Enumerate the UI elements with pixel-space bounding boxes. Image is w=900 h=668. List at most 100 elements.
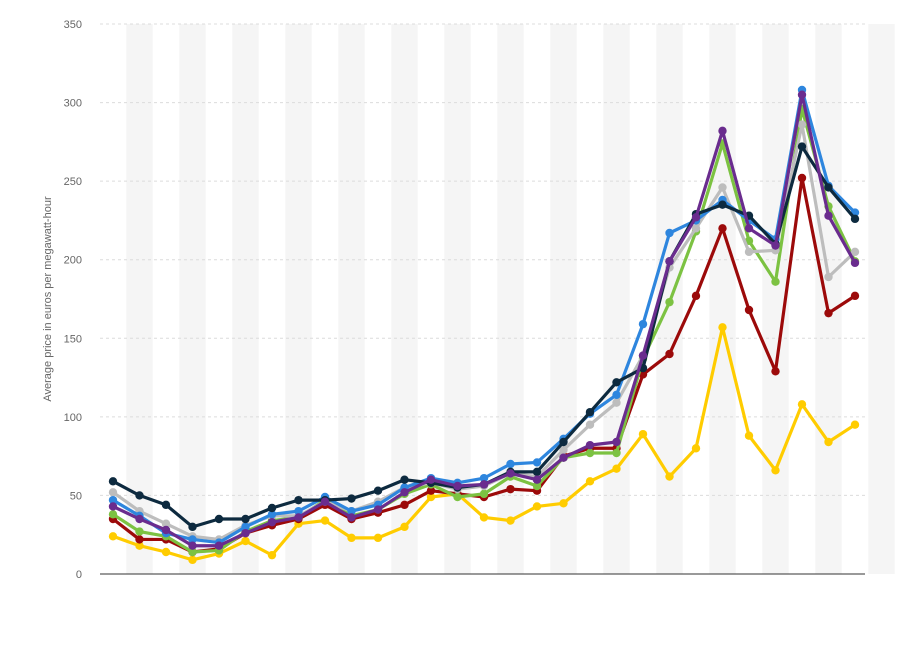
data-point[interactable] [135,541,144,550]
data-point[interactable] [479,489,489,499]
data-point[interactable] [108,502,118,511]
data-point[interactable] [612,398,621,407]
data-point[interactable] [479,473,489,483]
data-point[interactable] [214,541,224,550]
data-point[interactable] [241,522,250,532]
data-point[interactable] [108,477,118,486]
data-point[interactable] [532,458,542,467]
data-point[interactable] [479,513,489,522]
data-point[interactable] [718,323,727,332]
data-point[interactable] [267,550,277,560]
data-point[interactable] [188,555,197,565]
data-point[interactable] [824,272,833,282]
data-point[interactable] [188,522,197,532]
data-point[interactable] [373,486,383,495]
data-point[interactable] [241,528,250,538]
data-point[interactable] [718,200,727,209]
data-point[interactable] [426,486,436,495]
data-point[interactable] [824,308,833,318]
data-point[interactable] [638,351,648,360]
data-point[interactable] [850,258,860,268]
data-point[interactable] [691,444,701,453]
data-point[interactable] [347,494,356,503]
data-point[interactable] [850,247,860,257]
data-point[interactable] [400,500,409,510]
data-point[interactable] [771,241,780,250]
data-point[interactable] [744,431,754,440]
data-point[interactable] [585,440,595,450]
data-point[interactable] [188,541,197,550]
data-point[interactable] [771,466,780,475]
data-point[interactable] [744,305,754,315]
data-point[interactable] [347,506,356,516]
data-point[interactable] [294,495,303,505]
data-point[interactable] [267,517,277,527]
data-point[interactable] [294,506,303,516]
data-point[interactable] [665,297,674,307]
data-point[interactable] [400,488,409,497]
data-point[interactable] [850,291,860,301]
data-point[interactable] [108,488,118,497]
data-point[interactable] [161,519,171,528]
data-point[interactable] [850,420,860,429]
data-point[interactable] [161,547,171,557]
data-point[interactable] [188,547,197,557]
data-point[interactable] [824,437,833,447]
data-point[interactable] [665,472,674,481]
data-point[interactable] [506,469,515,478]
data-point[interactable] [797,90,807,99]
data-point[interactable] [638,370,648,379]
data-point[interactable] [506,459,515,469]
data-point[interactable] [532,475,542,484]
data-point[interactable] [559,437,568,447]
data-point[interactable] [585,407,595,417]
data-point[interactable] [612,390,621,400]
data-point[interactable] [161,525,171,535]
data-point[interactable] [612,448,621,458]
data-point[interactable] [532,481,542,491]
data-point[interactable] [585,420,595,429]
data-point[interactable] [691,224,701,233]
data-point[interactable] [241,536,250,546]
data-point[interactable] [532,467,542,477]
data-point[interactable] [214,514,224,524]
data-point[interactable] [241,514,250,524]
data-point[interactable] [400,475,409,484]
data-point[interactable] [612,378,621,387]
data-point[interactable] [691,213,701,222]
data-point[interactable] [797,142,807,151]
data-point[interactable] [135,535,144,544]
data-point[interactable] [373,533,383,543]
data-point[interactable] [135,514,144,524]
data-point[interactable] [612,437,621,447]
data-point[interactable] [532,502,542,511]
data-point[interactable] [267,510,277,519]
data-point[interactable] [718,224,727,233]
data-point[interactable] [638,429,648,439]
data-point[interactable] [718,183,727,192]
data-point[interactable] [267,503,277,513]
data-point[interactable] [479,480,489,489]
data-point[interactable] [188,535,197,544]
data-point[interactable] [744,247,754,257]
data-point[interactable] [347,533,356,543]
data-point[interactable] [797,173,807,183]
data-point[interactable] [718,126,727,136]
data-point[interactable] [797,120,807,129]
data-point[interactable] [797,400,807,409]
data-point[interactable] [108,495,118,505]
data-point[interactable] [850,214,860,224]
data-point[interactable] [161,500,171,510]
data-point[interactable] [771,367,780,376]
data-point[interactable] [585,448,595,458]
data-point[interactable] [347,513,356,522]
data-point[interactable] [824,183,833,192]
data-point[interactable] [453,492,462,502]
data-point[interactable] [506,484,515,494]
data-point[interactable] [771,277,780,286]
data-point[interactable] [294,513,303,522]
data-point[interactable] [638,319,648,329]
data-point[interactable] [824,211,833,220]
data-point[interactable] [108,510,118,519]
data-point[interactable] [426,492,436,502]
